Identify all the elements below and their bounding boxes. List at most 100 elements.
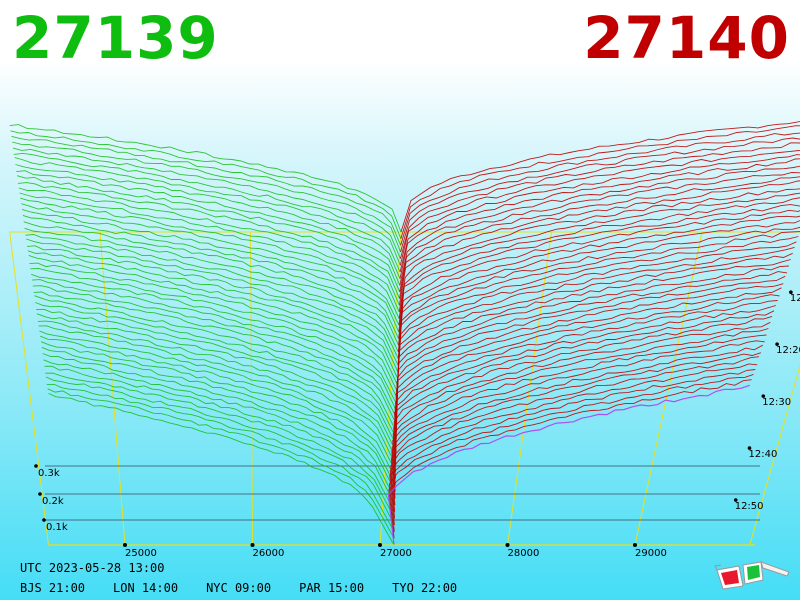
bid-depth-line (18, 187, 400, 306)
bid-depth-line (31, 279, 398, 412)
ask-depth-line (391, 340, 765, 492)
bid-depth-line (26, 238, 399, 366)
bid-depth-line (39, 330, 397, 472)
ask-depth-line (390, 352, 762, 506)
time-tick-label: 12:40 (749, 449, 778, 460)
bid-depth-line (46, 383, 395, 532)
ask-depth-curves (387, 120, 800, 546)
ask-depth-line (399, 149, 800, 266)
ask-depth-line (397, 226, 800, 359)
ask-depth-line (389, 363, 758, 519)
ask-depth-line (396, 287, 782, 432)
bid-depth-line (20, 197, 400, 319)
time-tick (747, 446, 752, 450)
ask-depth-line (396, 283, 784, 426)
ask-depth-line (399, 154, 800, 273)
bid-depth-line (25, 234, 399, 359)
depth-tick-label: 0.3k (38, 468, 60, 479)
time-tick (789, 290, 793, 295)
bid-depth-line (28, 254, 399, 386)
clock-bjs: BJS 21:00 (20, 581, 86, 595)
bid-depth-line (37, 320, 397, 459)
ask-depth-line (392, 334, 767, 486)
ask-depth-line (388, 379, 752, 539)
clock-nyc: NYC 09:00 (206, 581, 272, 595)
time-tick-label: 12:50 (735, 501, 764, 512)
bid-depth-line (48, 392, 395, 546)
bid-depth-line (38, 325, 397, 466)
ask-depth-line (399, 165, 800, 286)
ask-depth-line (393, 315, 773, 466)
ask-depth-line (399, 176, 800, 299)
utc-time: UTC 2023-05-28 13:00 (20, 561, 165, 575)
time-tick (775, 342, 779, 346)
ask-depth-line (393, 321, 771, 472)
bid-depth-line (29, 262, 398, 392)
ask-depth-line (395, 294, 780, 439)
bid-depth-line (42, 353, 396, 499)
ask-depth-line (397, 236, 799, 372)
3d-glasses-icon[interactable] (713, 556, 793, 592)
ask-depth-line (398, 204, 800, 332)
depth-chart: 0.1k 0.2k 0.3k 25000 26000 27000 28000 29000 1… (9, 120, 800, 559)
ask-depth-line (397, 246, 795, 386)
bid-depth-line (23, 221, 399, 346)
depth-tick-label: 0.2k (42, 496, 64, 507)
bid-depth-line (41, 346, 396, 492)
time-tick-label: 12:20 (776, 345, 800, 356)
price-tick-label: 27000 (380, 548, 412, 559)
bid-depth-line (26, 245, 399, 373)
ask-depth-line (392, 328, 769, 479)
price-tick-label: 29000 (635, 548, 667, 559)
bid-depth-line (27, 250, 399, 379)
bid-depth-line (45, 372, 395, 519)
ask-depth-line (390, 356, 760, 512)
world-clocks: BJS 21:00 LON 14:00 NYC 09:00 PAR 15:00 … (20, 581, 457, 595)
ask-depth-line (398, 197, 800, 326)
price-tick (633, 543, 637, 547)
bid-price: 27139 (12, 4, 219, 72)
bid-depth-line (32, 285, 398, 419)
bid-depth-line (35, 302, 397, 439)
ask-depth-line (396, 271, 788, 412)
time-tick-label: 12:10 (790, 293, 800, 304)
price-tick-label: 26000 (253, 548, 285, 559)
ask-depth-line (394, 310, 775, 459)
ask-depth-line (400, 137, 800, 253)
depth-tick (38, 492, 42, 496)
ask-depth-line (399, 158, 800, 279)
ask-depth-line (387, 384, 750, 546)
bid-depth-line (43, 359, 396, 506)
ask-depth-line (398, 215, 800, 346)
price-tick (505, 543, 510, 547)
bid-depth-line (11, 135, 402, 246)
price-axis: 25000 26000 27000 28000 29000 (50, 543, 755, 559)
ask-depth-line (397, 241, 797, 379)
clock-lon: LON 14:00 (113, 581, 179, 595)
time-tick (733, 498, 738, 502)
bid-depth-line (16, 175, 401, 293)
ask-price: 27140 (583, 4, 790, 72)
ask-depth-line (388, 373, 754, 532)
bid-depth-line (19, 192, 400, 313)
bid-depth-line (47, 388, 395, 539)
clock-tyo: TYO 22:00 (392, 581, 458, 595)
ask-depth-line (400, 125, 800, 239)
bid-depth-line (36, 313, 397, 452)
bid-depth-line (33, 291, 398, 426)
ask-depth-line (389, 369, 756, 526)
ask-depth-line (396, 259, 791, 399)
bid-depth-line (21, 208, 400, 333)
ask-depth-line (396, 265, 789, 406)
bid-depth-line (15, 164, 401, 279)
ask-depth-line (397, 220, 800, 352)
depth-axis: 0.1k 0.2k 0.3k (34, 464, 760, 533)
ask-depth-line (399, 172, 800, 292)
bid-depth-line (45, 376, 395, 526)
bid-depth-line (44, 365, 396, 512)
time-tick-label: 12:30 (762, 397, 791, 408)
price-tick (378, 543, 382, 547)
time-tick (761, 394, 766, 398)
ask-depth-line (396, 275, 786, 419)
ask-depth-line (395, 300, 778, 446)
